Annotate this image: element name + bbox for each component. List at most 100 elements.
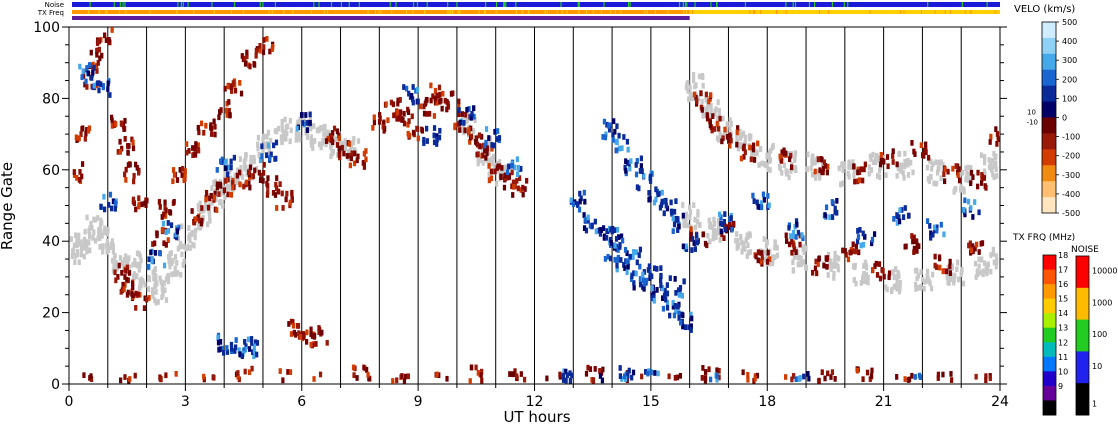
data-point	[518, 175, 522, 182]
data-point	[416, 135, 420, 142]
data-point	[284, 196, 288, 203]
txfreq-colorbar-segment	[1043, 371, 1056, 387]
data-point	[251, 173, 256, 180]
txfreq-strip-mark	[446, 10, 448, 14]
data-point	[903, 163, 907, 170]
data-point	[847, 173, 851, 180]
data-point	[187, 225, 191, 231]
data-point	[80, 74, 84, 81]
data-point	[188, 237, 192, 244]
data-point	[425, 138, 429, 144]
data-point	[697, 73, 702, 80]
data-point	[179, 271, 183, 278]
noise-strip-mark	[715, 2, 718, 7]
data-point	[163, 287, 167, 294]
data-point	[274, 181, 278, 188]
data-point	[678, 287, 682, 294]
data-point	[164, 241, 168, 248]
data-point	[659, 202, 664, 209]
data-point	[681, 243, 685, 250]
data-point	[249, 154, 253, 161]
data-point	[602, 235, 606, 241]
data-point	[329, 144, 333, 151]
data-point	[204, 122, 208, 129]
data-point	[181, 262, 185, 268]
noise-strip-mark	[330, 2, 333, 7]
data-point	[579, 195, 583, 202]
data-point	[582, 225, 587, 231]
data-point	[258, 152, 262, 159]
data-point	[789, 168, 793, 174]
data-point	[936, 375, 940, 381]
data-point	[751, 142, 756, 149]
data-point	[258, 177, 263, 183]
data-point	[672, 312, 677, 319]
data-point	[278, 181, 282, 187]
data-point	[906, 161, 910, 168]
data-point	[950, 377, 954, 383]
data-point	[713, 126, 717, 132]
data-point	[124, 176, 128, 183]
txfreq-strip-mark	[775, 10, 777, 14]
txfreq-strip-mark	[934, 10, 936, 14]
data-point	[851, 263, 856, 270]
data-point	[924, 146, 928, 153]
txfreq-colorbar-segment	[1043, 313, 1056, 329]
data-point	[114, 277, 118, 284]
data-point	[190, 208, 194, 214]
data-point	[709, 92, 713, 98]
data-point	[98, 235, 102, 241]
data-point	[334, 136, 338, 142]
data-point	[681, 212, 685, 219]
data-point	[105, 248, 109, 255]
data-point	[260, 153, 264, 160]
data-point	[175, 228, 180, 235]
data-point	[715, 115, 720, 122]
velocity-colorbar-side-label: -10	[1027, 119, 1038, 127]
data-point	[168, 251, 172, 257]
data-point	[689, 226, 693, 232]
data-point	[678, 372, 683, 379]
data-point	[437, 134, 442, 141]
txfreq-strip-mark	[149, 10, 151, 14]
data-point	[897, 164, 901, 171]
txfreq-strip-mark	[106, 10, 108, 14]
data-point	[499, 173, 503, 180]
txfreq-strip-after	[689, 10, 1000, 14]
data-point	[953, 272, 957, 279]
data-point	[919, 142, 923, 149]
data-point	[798, 232, 802, 239]
data-point	[127, 264, 132, 271]
data-point	[931, 231, 935, 238]
data-point	[238, 181, 242, 188]
data-point	[474, 139, 478, 145]
data-point	[968, 240, 972, 247]
data-point	[111, 248, 116, 255]
data-point	[137, 266, 141, 273]
noise-strip-mark	[792, 2, 794, 7]
data-point	[625, 138, 630, 145]
data-point	[840, 161, 844, 168]
noise-strip-mark	[808, 2, 811, 7]
data-point	[314, 341, 318, 347]
data-point	[243, 368, 247, 375]
data-point	[618, 365, 622, 371]
data-point	[109, 241, 113, 248]
data-point	[603, 256, 608, 262]
data-point	[438, 127, 442, 134]
data-point	[213, 178, 218, 185]
data-point	[106, 86, 110, 92]
data-point	[297, 131, 301, 138]
data-point	[856, 166, 860, 173]
data-point	[708, 119, 712, 125]
data-point	[752, 198, 756, 204]
data-point	[457, 111, 461, 118]
data-point	[70, 253, 74, 260]
data-point	[736, 145, 741, 152]
txfreq-strip-mark	[544, 10, 546, 14]
data-point	[215, 167, 219, 173]
data-point	[178, 240, 183, 247]
data-point	[725, 121, 729, 128]
data-point	[287, 321, 291, 327]
data-point	[770, 254, 775, 261]
